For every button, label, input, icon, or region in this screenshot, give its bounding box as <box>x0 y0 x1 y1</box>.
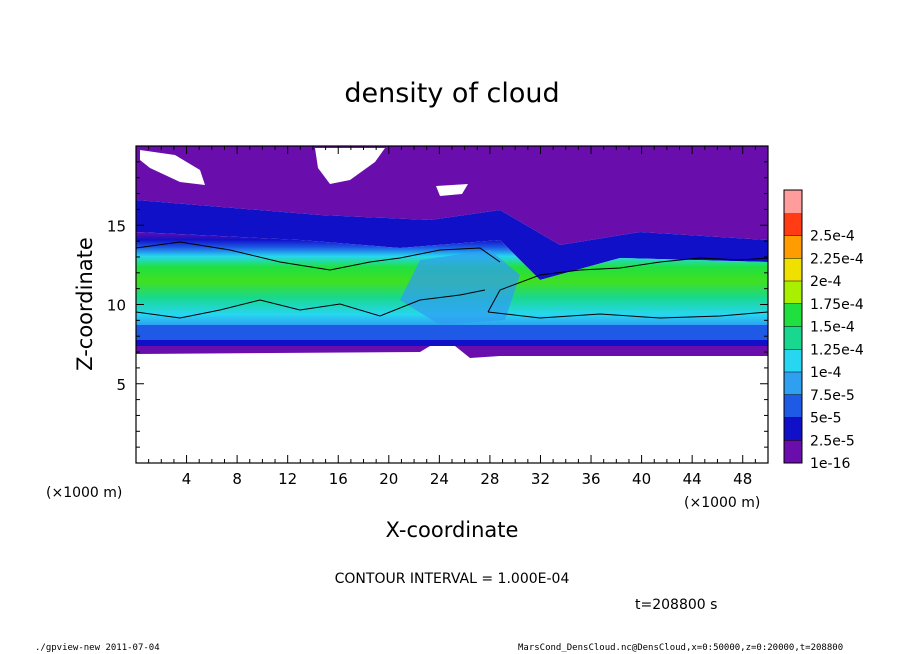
x-axis: 4 8 12 16 20 24 28 32 36 40 44 48 <box>135 146 769 488</box>
time-label: t=208800 s <box>635 597 717 613</box>
y-tick-label: 5 <box>116 376 126 394</box>
colorbar-label: 1.25e-4 <box>810 342 864 358</box>
colorbar-label: 2.5e-5 <box>810 433 855 449</box>
colorbar-label: 2.25e-4 <box>810 251 864 267</box>
lower-dark-region <box>136 340 768 346</box>
x-unit-left: (×1000 m) <box>46 485 122 501</box>
colorbar-segment <box>784 212 802 236</box>
colorbar-segment <box>784 235 802 259</box>
colorbar-label: 2.5e-4 <box>810 229 855 245</box>
colorbar-segment <box>784 281 802 304</box>
x-tick-label: 32 <box>531 470 550 488</box>
x-tick-label: 8 <box>232 470 242 488</box>
plot-area <box>135 145 769 464</box>
upper-hole-left <box>140 150 205 185</box>
x-tick-label: 24 <box>430 470 449 488</box>
colorbar-label: 5e-5 <box>810 411 841 427</box>
x-tick-label: 4 <box>182 470 192 488</box>
x-tick-label: 48 <box>733 470 752 488</box>
y-axis-label: Z-coordinate <box>73 237 97 371</box>
lower-transition-region <box>136 325 768 343</box>
x-tick-label: 20 <box>379 470 398 488</box>
x-tick-label: 44 <box>683 470 702 488</box>
colorbar-segment <box>784 394 802 418</box>
x-unit-right: (×1000 m) <box>684 495 760 511</box>
colorbar-segment <box>784 417 802 441</box>
colorbar-segment <box>784 372 802 395</box>
upper-transition-region <box>136 200 768 280</box>
upper-hole-middle <box>315 148 385 184</box>
contour-line-right <box>487 257 769 319</box>
colorbar-label: 1e-16 <box>810 456 850 472</box>
colorbar-segment <box>784 326 802 350</box>
colorbar-segment <box>784 440 802 463</box>
colorbar-label: 1e-4 <box>810 365 842 381</box>
colorbar-segment <box>784 349 802 372</box>
colorbar-segment <box>784 303 802 327</box>
upper-low-density-region <box>136 146 768 245</box>
colorbar-label: 1.75e-4 <box>810 297 864 313</box>
x-tick-label: 40 <box>632 470 651 488</box>
x-axis-label: X-coordinate <box>386 518 519 542</box>
contour-interval-label: CONTOUR INTERVAL = 1.000E-04 <box>335 571 570 587</box>
lower-low-density-region <box>136 346 768 358</box>
colorbar: 1e-16 2.5e-5 5e-5 7.5e-5 1e-4 1.25e-4 1.5e-4 1.… <box>783 189 864 472</box>
footer-left: ./gpview-new 2011-07-04 <box>35 643 160 653</box>
colorbar-segment <box>784 258 802 281</box>
upper-hole-right <box>436 184 468 196</box>
contour-line-lower-left <box>135 289 486 319</box>
colorbar-label: 1.5e-4 <box>810 320 855 336</box>
y-tick-label: 15 <box>107 217 126 235</box>
contour-line-upper-left <box>135 241 501 271</box>
y-axis: 5 10 15 <box>107 145 768 464</box>
chart-title: density of cloud <box>344 78 559 109</box>
cloud-gap-region <box>400 250 520 325</box>
colorbar-label: 7.5e-5 <box>810 388 855 404</box>
x-tick-label: 36 <box>581 470 600 488</box>
y-tick-label: 10 <box>107 297 126 315</box>
x-tick-label: 28 <box>480 470 499 488</box>
colorbar-label: 2e-4 <box>810 274 842 290</box>
x-tick-label: 16 <box>329 470 348 488</box>
footer-right: MarsCond_DensCloud.nc@DensCloud,x=0:5000… <box>518 643 844 653</box>
colorbar-segment <box>784 190 802 213</box>
x-tick-label: 12 <box>278 470 297 488</box>
